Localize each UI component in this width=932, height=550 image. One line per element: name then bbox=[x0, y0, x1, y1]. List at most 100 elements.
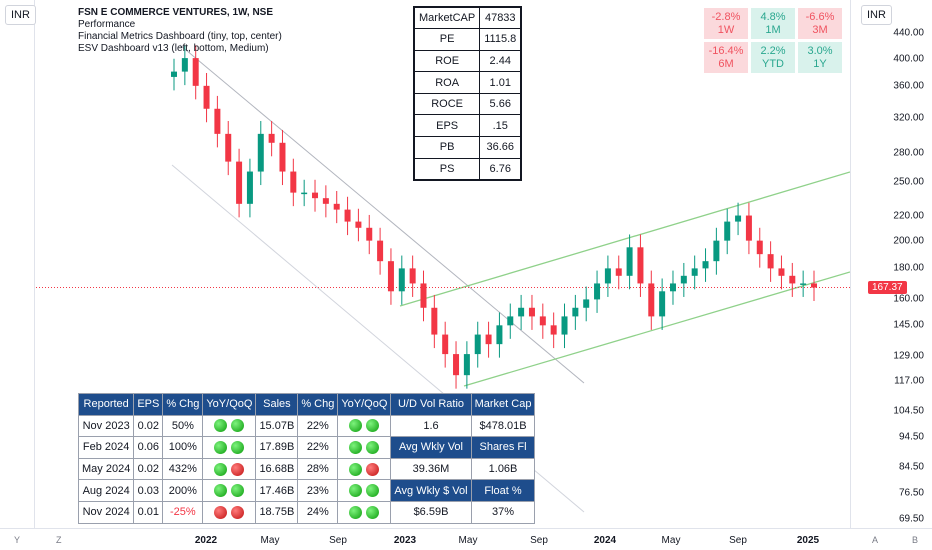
time-tick-label: Sep bbox=[729, 535, 747, 546]
price-tick-label: 220.00 bbox=[893, 210, 924, 222]
symbol-title[interactable]: FSN E COMMERCE VENTURES, 1W, NSE bbox=[78, 7, 274, 18]
esv-cell-sales-yoy-qoq bbox=[337, 479, 392, 502]
performance-cell-1m: 4.8% 1M bbox=[751, 8, 795, 39]
candle-body bbox=[496, 325, 503, 345]
candle-body bbox=[236, 161, 243, 204]
chart-pane[interactable] bbox=[36, 0, 851, 528]
metric-value: 5.66 bbox=[479, 92, 522, 116]
performance-pct: 3.0% bbox=[807, 45, 833, 57]
metric-label: ROE bbox=[413, 49, 481, 73]
downtrend-line bbox=[179, 44, 585, 384]
auto-scale-toggle[interactable]: A bbox=[872, 535, 879, 545]
candle-body bbox=[301, 192, 308, 195]
currency-badge-left[interactable]: INR bbox=[5, 5, 36, 25]
price-tick-label: 104.50 bbox=[893, 405, 924, 417]
esv-cell-eps-change: -25% bbox=[162, 500, 204, 524]
candle-body bbox=[453, 354, 460, 376]
esv-cell-eps: 0.02 bbox=[133, 414, 164, 438]
esv-header: EPS bbox=[133, 393, 164, 416]
y-label[interactable]: Y bbox=[14, 535, 21, 545]
baseline-toggle[interactable]: B bbox=[912, 535, 919, 545]
red-status-dot-icon bbox=[231, 505, 245, 519]
candle-body bbox=[691, 268, 698, 276]
candle-body bbox=[312, 192, 319, 199]
price-tick-label: 145.00 bbox=[893, 319, 924, 331]
candle-body bbox=[203, 85, 210, 109]
price-tick-label: 250.00 bbox=[893, 176, 924, 188]
time-tick-label: 2025 bbox=[796, 535, 820, 546]
price-tick-label: 280.00 bbox=[893, 147, 924, 159]
chart-legend[interactable]: FSN E COMMERCE VENTURES, 1W, NSE Perform… bbox=[78, 7, 282, 55]
candle-body bbox=[735, 215, 742, 222]
green-status-dot-icon bbox=[349, 484, 363, 498]
candle-body bbox=[702, 261, 709, 269]
performance-pct: -6.6% bbox=[805, 11, 835, 23]
metric-value: 1.01 bbox=[479, 71, 522, 94]
currency-badge-right[interactable]: INR bbox=[861, 5, 892, 25]
candle-body bbox=[528, 307, 535, 317]
indicator-esv-dashboard[interactable]: ESV Dashboard v13 (left, bottom, Medium) bbox=[78, 43, 269, 54]
candle-body bbox=[583, 299, 590, 308]
indicator-performance[interactable]: Performance bbox=[78, 19, 136, 30]
esv-cell-eps-yoy-qoq bbox=[202, 500, 257, 524]
price-tick-label: 440.00 bbox=[893, 27, 924, 39]
esv-header: YoY/QoQ bbox=[337, 393, 392, 416]
candle-body bbox=[615, 268, 622, 276]
time-tick-label: May bbox=[458, 535, 478, 546]
esv-cell-sales: 18.75B bbox=[255, 500, 299, 524]
time-scale[interactable]: Y Z 2022 May Sep 2023 May Sep 2024 May Sep 2025 A… bbox=[0, 528, 932, 550]
esv-cell-eps-change: 50% bbox=[162, 414, 204, 438]
candle-body bbox=[485, 334, 492, 345]
metric-label: ROA bbox=[413, 71, 481, 94]
green-status-dot-icon bbox=[349, 419, 363, 433]
green-status-dot-icon bbox=[214, 440, 228, 454]
performance-period: 6M bbox=[718, 58, 734, 70]
candle-body bbox=[604, 268, 611, 284]
candle-body bbox=[539, 316, 546, 326]
esv-dashboard-table: Reported EPS% Chg YoY/QoQ Sales% Chg YoY/QoQ… bbox=[77, 393, 536, 524]
zoom-toggle[interactable]: Z bbox=[56, 535, 62, 545]
esv-cell-eps-yoy-qoq bbox=[202, 479, 257, 502]
esv-row: Feb 2024 0.06 100% 17.89B 22% Avg Wkly Vol Sha… bbox=[77, 436, 536, 459]
esv-cell-eps-change: 100% bbox=[162, 436, 204, 459]
esv-header: % Chg bbox=[162, 393, 204, 416]
price-tick-label: 160.00 bbox=[893, 293, 924, 305]
metric-label: MarketCAP bbox=[413, 6, 481, 30]
candle-body bbox=[322, 198, 329, 204]
performance-pct: -2.8% bbox=[711, 11, 741, 23]
green-status-dot-icon bbox=[366, 484, 380, 498]
candle-body bbox=[225, 133, 232, 162]
esv-cell-eps-change: 432% bbox=[162, 457, 204, 481]
esv-cell-sales-yoy-qoq bbox=[337, 414, 392, 438]
esv-cell-eps-yoy-qoq bbox=[202, 436, 257, 459]
indicator-financial-metrics[interactable]: Financial Metrics Dashboard (tiny, top, … bbox=[78, 31, 282, 42]
candle-body bbox=[550, 325, 557, 335]
esv-cell-volume-metric: $6.59B bbox=[390, 500, 472, 524]
esv-cell-sales-change: 22% bbox=[297, 436, 339, 459]
candle-body bbox=[745, 215, 752, 241]
green-status-dot-icon bbox=[231, 440, 245, 454]
candle-body bbox=[442, 334, 449, 355]
esv-cell-eps-yoy-qoq bbox=[202, 457, 257, 481]
green-status-dot-icon bbox=[214, 484, 228, 498]
candle-body bbox=[268, 133, 275, 143]
candle-body bbox=[431, 307, 438, 335]
esv-cell-eps: 0.06 bbox=[133, 436, 164, 459]
candle-body bbox=[507, 316, 514, 326]
green-status-dot-icon bbox=[349, 440, 363, 454]
candle-body bbox=[713, 240, 720, 262]
esv-cell-reported: May 2024 bbox=[77, 457, 135, 481]
left-price-scale[interactable]: INR bbox=[0, 0, 36, 528]
esv-cell-cap-metric: 1.06B bbox=[470, 457, 536, 481]
candle-body bbox=[800, 283, 807, 285]
price-tick-label: 84.50 bbox=[898, 461, 924, 473]
esv-cell-cap-metric: Shares Fl bbox=[470, 436, 536, 459]
candle-body bbox=[290, 171, 297, 193]
esv-cell-volume-metric: 39.36M bbox=[390, 457, 472, 481]
candlestick-chart[interactable] bbox=[36, 0, 851, 528]
metrics-row: PB 36.66 bbox=[413, 136, 522, 159]
financial-metrics-table: MarketCAP 47833 PE 1115.8 ROE 2.44 ROA 1.01 ROCE… bbox=[413, 6, 523, 181]
candle-body bbox=[767, 254, 774, 269]
candle-body bbox=[659, 291, 666, 317]
right-price-scale[interactable]: INR 440.00 400.00 360.00 320.00 280.00 250.00… bbox=[850, 0, 932, 528]
